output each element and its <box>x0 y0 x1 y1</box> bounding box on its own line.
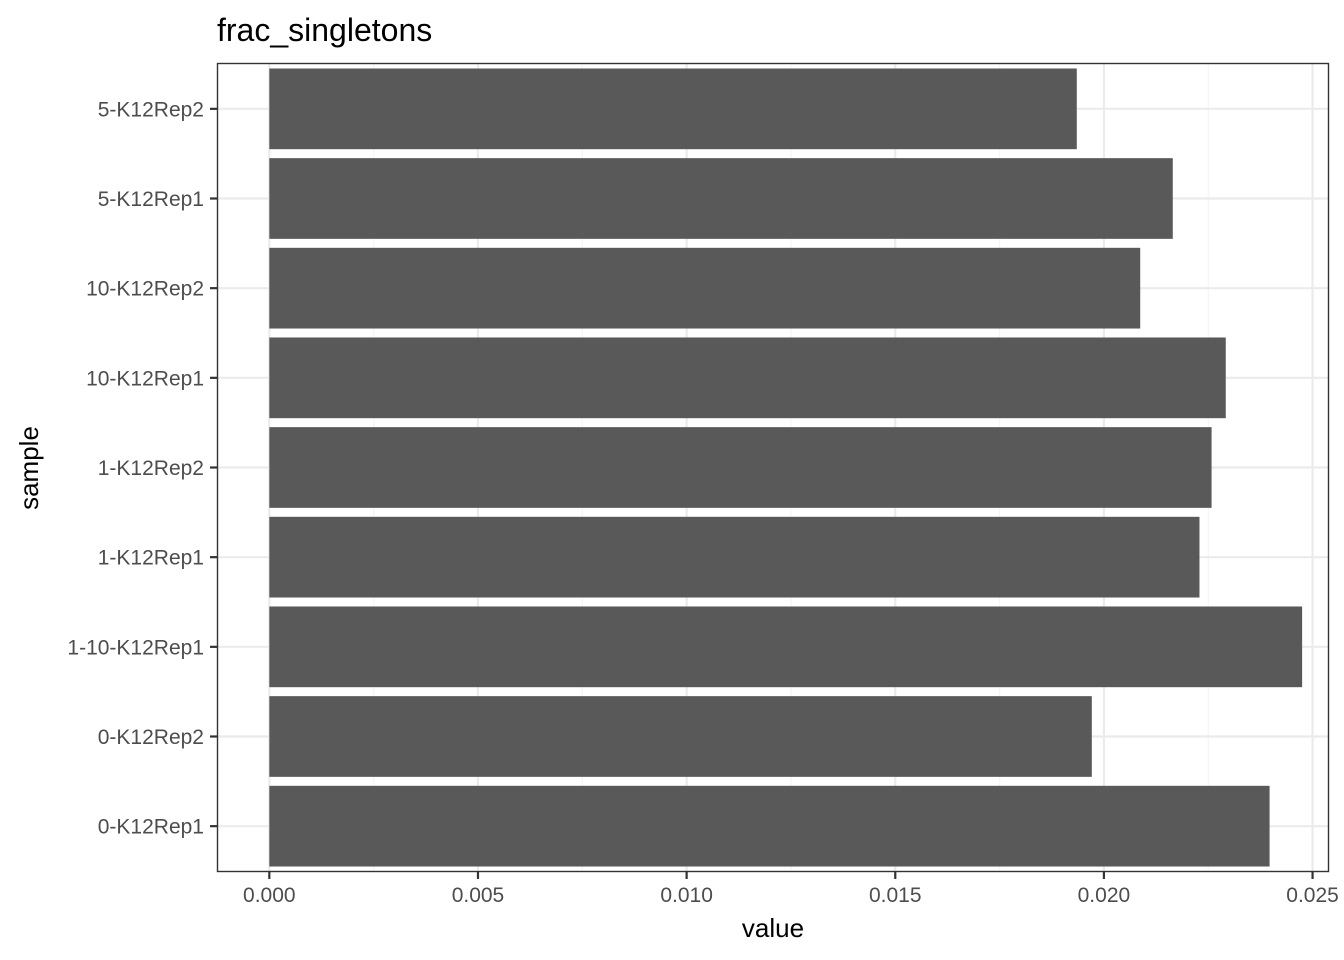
chart-title: frac_singletons <box>217 12 432 48</box>
x-tick-label: 0.015 <box>869 884 922 907</box>
x-tick-label: 0.005 <box>452 884 505 907</box>
x-tick-label: 0.025 <box>1286 884 1339 907</box>
y-tick-label: 0-K12Rep1 <box>98 816 204 839</box>
y-tick-label: 1-K12Rep1 <box>98 547 204 570</box>
bar <box>269 247 1141 329</box>
x-tick-label: 0.010 <box>660 884 713 907</box>
x-tick-label: 0.020 <box>1078 884 1131 907</box>
y-tick-label: 5-K12Rep1 <box>98 188 204 211</box>
bar <box>269 696 1092 777</box>
bar <box>269 427 1212 508</box>
x-axis: 0.000 0.005 0.010 0.015 0.020 0.025 <box>243 871 1339 907</box>
y-axis-title: sample <box>14 426 44 510</box>
y-tick-label: 1-10-K12Rep1 <box>67 636 204 659</box>
y-tick-label: 0-K12Rep2 <box>98 726 204 749</box>
bars <box>269 68 1303 867</box>
x-axis-title: value <box>742 913 804 943</box>
bar <box>269 158 1173 239</box>
bar <box>269 606 1303 688</box>
y-tick-label: 10-K12Rep1 <box>86 367 204 390</box>
bar <box>269 337 1226 419</box>
bar <box>269 785 1270 867</box>
y-tick-label: 10-K12Rep2 <box>86 278 204 301</box>
y-axis: 5-K12Rep2 5-K12Rep1 10-K12Rep2 10-K12Rep1 1-… <box>67 98 218 839</box>
y-tick-label: 5-K12Rep2 <box>98 98 204 121</box>
bar <box>269 68 1077 150</box>
x-tick-label: 0.000 <box>243 884 296 907</box>
bar <box>269 516 1200 598</box>
y-tick-label: 1-K12Rep2 <box>98 457 204 480</box>
